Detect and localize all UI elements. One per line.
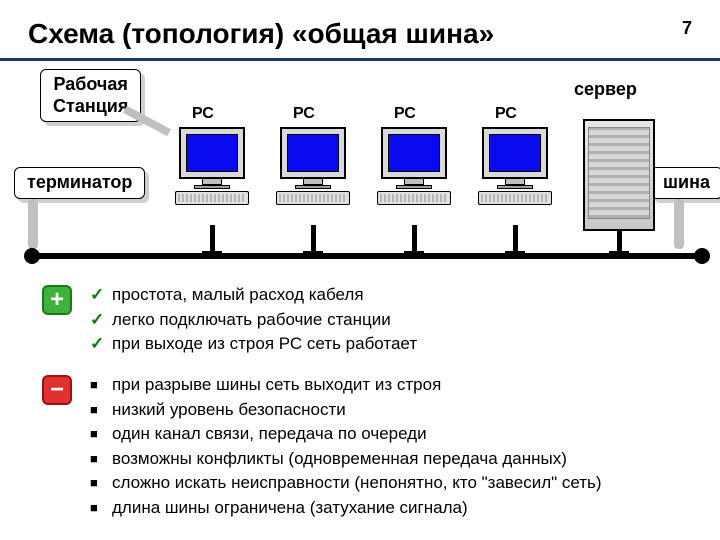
pointer (674, 199, 684, 249)
item-text: длина шины ограничена (затухание сигнала… (112, 496, 468, 521)
drop-tee (609, 251, 629, 256)
drop-tee (303, 251, 323, 256)
check-icon: ✓ (90, 332, 112, 357)
square-icon: ■ (90, 471, 112, 493)
workstation-node (374, 127, 454, 205)
item-text: при выходе из строя РС сеть работает (112, 332, 417, 357)
cons-row: − ■при разрыве шины сеть выходит из стро… (42, 373, 692, 521)
list-item: ✓при выходе из строя РС сеть работает (90, 332, 692, 357)
bus-topology-diagram: Рабочая Станция сервер терминатор шина Р… (0, 65, 720, 275)
pointer (28, 199, 38, 249)
server-node (583, 119, 655, 231)
workstation-node (475, 127, 555, 205)
drop-tee (505, 251, 525, 256)
cons-list: ■при разрыве шины сеть выходит из строя■… (90, 373, 692, 521)
item-text: легко подключать рабочие станции (112, 308, 391, 333)
server-label: сервер (562, 75, 649, 105)
pc-label: РС (394, 105, 416, 123)
list-item: ■длина шины ограничена (затухание сигнал… (90, 496, 692, 521)
item-text: простота, малый расход кабеля (112, 283, 364, 308)
item-text: один канал связи, передача по очереди (112, 422, 427, 447)
page-number: 7 (682, 18, 692, 39)
check-icon: ✓ (90, 308, 112, 333)
page-title: Схема (топология) «общая шина» (28, 18, 494, 50)
header: Схема (топология) «общая шина» 7 (0, 0, 720, 61)
terminator-right (694, 248, 710, 264)
plus-icon: + (42, 285, 72, 315)
list-item: ■низкий уровень безопасности (90, 398, 692, 423)
bus-cable (30, 253, 700, 259)
lists: + ✓простота, малый расход кабеля✓легко п… (0, 275, 720, 521)
list-item: ■возможны конфликты (одновременная перед… (90, 447, 692, 472)
item-text: сложно искать неисправности (непонятно, … (112, 471, 602, 496)
square-icon: ■ (90, 373, 112, 395)
check-icon: ✓ (90, 283, 112, 308)
pc-label: РС (495, 105, 517, 123)
item-text: низкий уровень безопасности (112, 398, 346, 423)
square-icon: ■ (90, 496, 112, 518)
list-item: ■один канал связи, передача по очереди (90, 422, 692, 447)
pc-label: РС (293, 105, 315, 123)
square-icon: ■ (90, 398, 112, 420)
drop-tee (404, 251, 424, 256)
list-item: ✓легко подключать рабочие станции (90, 308, 692, 333)
pros-row: + ✓простота, малый расход кабеля✓легко п… (42, 283, 692, 357)
workstation-node (273, 127, 353, 205)
item-text: при разрыве шины сеть выходит из строя (112, 373, 441, 398)
square-icon: ■ (90, 422, 112, 444)
workstation-node (172, 127, 252, 205)
pc-label: РС (192, 105, 214, 123)
pros-list: ✓простота, малый расход кабеля✓легко под… (90, 283, 692, 357)
list-item: ■при разрыве шины сеть выходит из строя (90, 373, 692, 398)
terminator-left (24, 248, 40, 264)
list-item: ✓простота, малый расход кабеля (90, 283, 692, 308)
list-item: ■сложно искать неисправности (непонятно,… (90, 471, 692, 496)
square-icon: ■ (90, 447, 112, 469)
drop-tee (202, 251, 222, 256)
terminator-label: терминатор (14, 167, 145, 199)
item-text: возможны конфликты (одновременная переда… (112, 447, 567, 472)
minus-icon: − (42, 375, 72, 405)
bus-label: шина (650, 167, 720, 199)
